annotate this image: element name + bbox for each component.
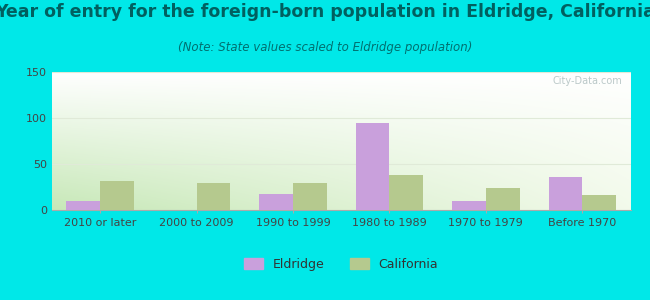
Bar [259,194,293,210]
Text: (Note: State values scaled to Eldridge population): (Note: State values scaled to Eldridge p… [178,40,472,53]
Legend: Eldridge, California: Eldridge, California [239,253,443,275]
Text: City-Data.com: City-Data.com [552,76,622,86]
Bar [356,123,389,210]
Bar [66,201,100,210]
Bar [100,181,134,210]
Bar [582,195,616,210]
Bar [452,201,486,210]
Bar [389,175,423,210]
Text: Year of entry for the foreign-born population in Eldridge, California: Year of entry for the foreign-born popul… [0,3,650,21]
Bar [293,183,327,210]
Bar [549,177,582,210]
Bar [486,188,519,210]
Bar [196,183,230,210]
